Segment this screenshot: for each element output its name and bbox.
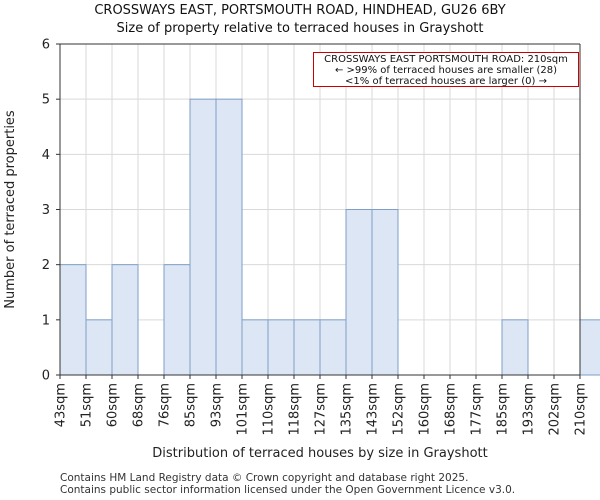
x-tick-label: 177sqm [470, 383, 485, 436]
y-tick-label: 1 [42, 313, 50, 328]
x-axis-label: Distribution of terraced houses by size … [152, 446, 487, 461]
annotation-line-2: ← >99% of terraced houses are smaller (2… [334, 65, 558, 76]
bar [163, 264, 191, 376]
bar [345, 209, 373, 376]
x-tick-label: 127sqm [314, 383, 329, 436]
bar [59, 264, 87, 376]
bar [579, 319, 600, 376]
bar [267, 319, 295, 376]
annotation-line-3: <1% of terraced houses are larger (0) → [345, 76, 547, 87]
y-tick-label: 5 [42, 93, 50, 108]
x-tick-label: 193sqm [522, 383, 537, 436]
footer-line-1: Contains HM Land Registry data © Crown c… [60, 472, 469, 484]
marker-annotation: CROSSWAYS EAST PORTSMOUTH ROAD: 210sqm ←… [313, 52, 579, 87]
x-tick-label: 168sqm [444, 383, 459, 436]
y-tick-label: 6 [42, 38, 50, 53]
bar [111, 264, 139, 376]
y-tick-label: 0 [42, 369, 50, 384]
y-tick-label: 3 [42, 203, 50, 218]
bar [189, 98, 217, 376]
bar [319, 319, 347, 376]
x-tick-label: 43sqm [54, 383, 69, 427]
x-tick-label: 118sqm [288, 383, 303, 436]
y-tick-label: 2 [42, 258, 50, 273]
footer-line-2: Contains public sector information licen… [60, 484, 516, 496]
x-tick-label: 93sqm [210, 383, 225, 427]
bar [215, 98, 243, 376]
x-tick-label: 210sqm [574, 383, 589, 436]
x-tick-label: 152sqm [392, 383, 407, 436]
x-tick-label: 68sqm [132, 383, 147, 427]
chart-title: CROSSWAYS EAST, PORTSMOUTH ROAD, HINDHEA… [94, 3, 506, 18]
x-tick-label: 101sqm [236, 383, 251, 436]
x-tick-label: 135sqm [340, 383, 355, 436]
x-tick-label: 202sqm [548, 383, 563, 436]
bar [293, 319, 321, 376]
x-tick-label: 110sqm [262, 383, 277, 436]
bar [501, 319, 529, 376]
y-axis-label: Number of terraced properties [3, 110, 18, 309]
x-tick-label: 76sqm [158, 383, 173, 427]
x-tick-label: 60sqm [106, 383, 121, 427]
x-tick-label: 85sqm [184, 383, 199, 427]
chart-subtitle: Size of property relative to terraced ho… [116, 21, 484, 36]
bar [85, 319, 113, 376]
bar [371, 209, 399, 376]
x-tick-label: 51sqm [80, 383, 95, 427]
bar [241, 319, 269, 376]
x-tick-label: 143sqm [366, 383, 381, 436]
x-tick-label: 185sqm [496, 383, 511, 436]
y-tick-label: 4 [42, 148, 50, 163]
x-tick-label: 160sqm [418, 383, 433, 436]
annotation-line-1: CROSSWAYS EAST PORTSMOUTH ROAD: 210sqm [324, 54, 568, 65]
